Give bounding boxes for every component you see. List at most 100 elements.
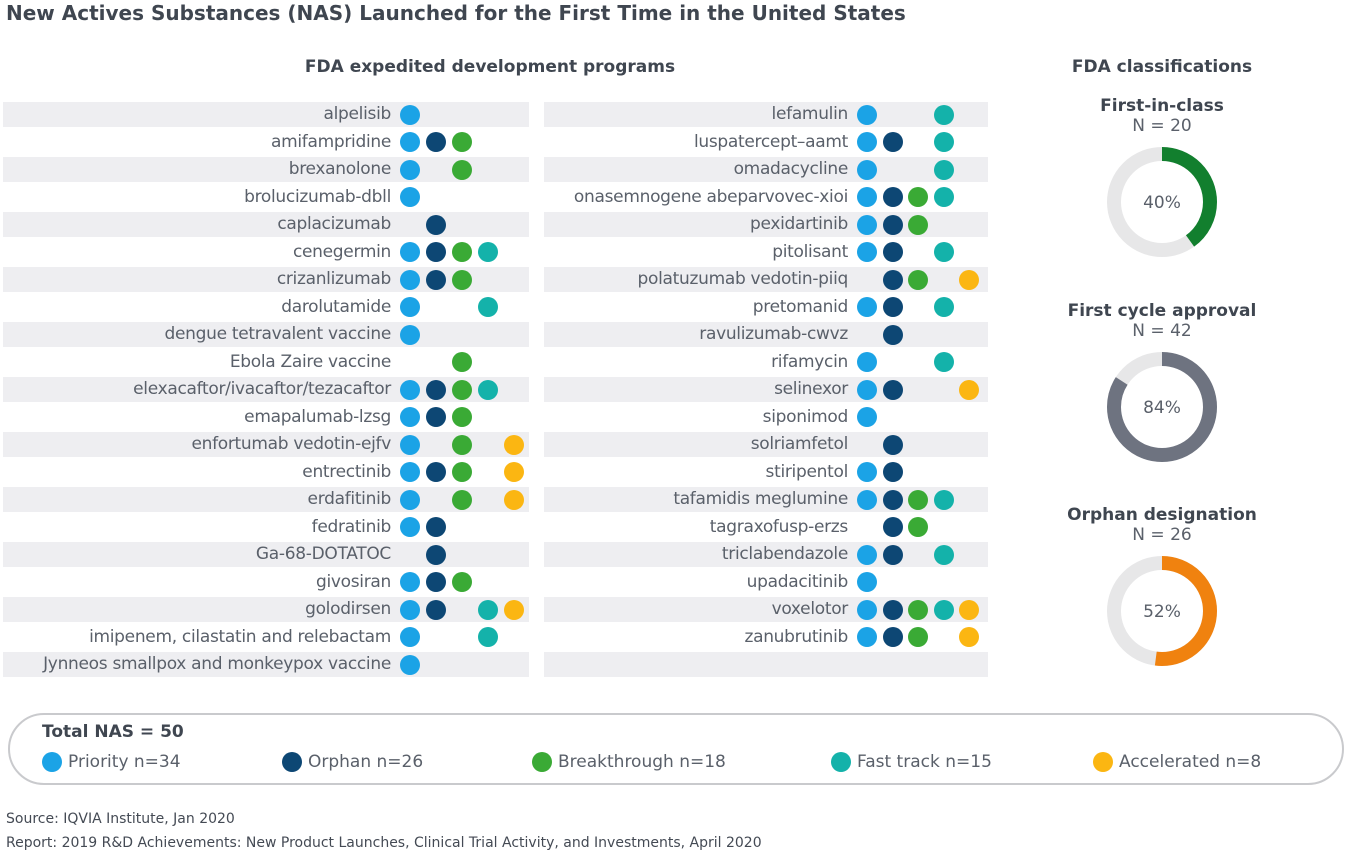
priority-dot xyxy=(857,159,877,180)
table-row: pretomanid xyxy=(544,294,988,322)
table-row: siponimod xyxy=(544,404,988,432)
drug-name: caplacizumab xyxy=(277,214,391,234)
table-row: imipenem, cilastatin and relebactam xyxy=(3,624,529,652)
drug-name: golodirsen xyxy=(305,599,391,619)
accelerated-dot xyxy=(959,599,979,620)
priority-dot xyxy=(400,599,420,620)
priority-dot xyxy=(400,132,420,152)
fasttrack-dot xyxy=(933,599,954,620)
fasttrack-dot xyxy=(933,297,954,317)
fasttrack-dot xyxy=(478,379,498,400)
drug-name: ravulizumab-cwvz xyxy=(699,324,848,344)
drug-name: tafamidis meglumine xyxy=(673,489,848,509)
breakthrough-dot xyxy=(452,572,472,592)
table-row: crizanlizumab xyxy=(3,266,529,294)
table-row: givosiran xyxy=(3,569,529,597)
orphan-dot xyxy=(882,187,903,207)
table-row: solriamfetol xyxy=(544,431,988,459)
orphan-dot xyxy=(426,517,446,537)
drug-name: crizanlizumab xyxy=(276,269,391,289)
fasttrack-dot xyxy=(933,132,954,152)
drug-name: brolucizumab-dbll xyxy=(244,186,391,207)
fasttrack-dot xyxy=(478,627,498,647)
orphan-dot xyxy=(426,242,446,262)
legend-label: Fast track n=15 xyxy=(857,752,992,772)
orphan-dot xyxy=(426,132,446,152)
priority-dot xyxy=(400,297,420,317)
drug-name: lefamulin xyxy=(771,104,849,124)
orphan-dot xyxy=(882,462,903,482)
classification-orphan-designation: Orphan designation N = 26 52% xyxy=(1062,505,1262,671)
fasttrack-dot xyxy=(933,352,954,372)
priority-dot xyxy=(857,627,877,647)
priority-dot xyxy=(400,269,420,290)
programs-title: FDA expedited development programs xyxy=(304,57,676,77)
table-row: darolutamide xyxy=(3,294,529,322)
orphan-dot xyxy=(882,544,903,565)
orphan-dot xyxy=(882,627,903,647)
classification-title: Orphan designation xyxy=(1067,505,1257,525)
breakthrough-dot xyxy=(452,159,472,180)
drug-name: pretomanid xyxy=(752,296,849,317)
drug-name: Ga-68-DOTATOC xyxy=(255,544,391,564)
orphan-dot xyxy=(426,462,446,482)
table-row: ravulizumab-cwvz xyxy=(544,321,988,349)
legend-label: Orphan n=26 xyxy=(308,752,424,772)
source-note: Source: IQVIA Institute, Jan 2020 xyxy=(6,811,235,827)
orphan-dot xyxy=(882,242,903,262)
orphan-dot xyxy=(426,572,446,592)
classification-first-in-class: First-in-class N = 20 40% xyxy=(1062,96,1262,262)
table-row: omadacycline xyxy=(544,156,988,184)
table-row: cenegermin xyxy=(3,239,529,267)
accelerated-dot xyxy=(959,269,979,290)
fasttrack-dot xyxy=(933,187,954,207)
drug-name: Ebola Zaire vaccine xyxy=(229,351,391,372)
report-note: Report: 2019 R&D Achievements: New Produ… xyxy=(6,835,762,851)
priority-dot xyxy=(857,462,877,482)
priority-dot xyxy=(400,324,420,345)
orphan-dot xyxy=(882,489,903,510)
table-row: pitolisant xyxy=(544,239,988,267)
fasttrack-dot xyxy=(478,599,498,620)
drug-name: siponimod xyxy=(762,406,849,427)
orphan-dot xyxy=(426,269,446,290)
breakthrough-dot xyxy=(908,214,928,235)
legend-label: Accelerated n=8 xyxy=(1119,752,1262,772)
drug-name: darolutamide xyxy=(281,296,391,317)
donut-percent-label: 52% xyxy=(1143,602,1181,622)
fasttrack-dot xyxy=(478,297,498,317)
orphan-dot xyxy=(882,297,903,317)
accelerated-dot xyxy=(959,627,979,647)
priority-dot xyxy=(400,489,420,510)
table-row xyxy=(544,651,988,679)
drug-name: elexacaftor/ivacaftor/tezacaftor xyxy=(133,379,391,399)
breakthrough-dot xyxy=(908,269,928,290)
table-row: caplacizumab xyxy=(3,211,529,239)
table-row: voxelotor xyxy=(544,596,988,624)
accelerated-dot xyxy=(504,599,524,620)
drug-name: amifampridine xyxy=(270,131,391,152)
table-row: selinexor xyxy=(544,376,988,404)
priority-dot xyxy=(857,599,877,620)
drug-name: omadacycline xyxy=(733,159,849,179)
table-row: polatuzumab vedotin-piiq xyxy=(544,266,988,294)
fasttrack-dot xyxy=(933,242,954,262)
table-row: rifamycin xyxy=(544,349,988,377)
fasttrack-dot xyxy=(933,489,954,510)
table-row: alpelisib xyxy=(3,101,529,129)
fast-track-dot-icon xyxy=(831,752,851,772)
drug-name: emapalumab-lzsg xyxy=(244,406,391,427)
drug-name: alpelisib xyxy=(323,104,391,124)
page-title: New Actives Substances (NAS) Launched fo… xyxy=(6,1,906,25)
donut-percent-label: 84% xyxy=(1143,398,1181,418)
programs-table-right: lefamulin luspatercept–aamt omadacycline on… xyxy=(544,101,988,679)
drug-name: dengue tetravalent vaccine xyxy=(164,324,392,344)
donut-value-arc xyxy=(1107,352,1217,462)
drug-name: polatuzumab vedotin-piiq xyxy=(637,269,849,289)
table-row: onasemnogene abeparvovec-xioi xyxy=(544,184,988,212)
classification-title: First cycle approval xyxy=(1067,301,1257,321)
priority-dot xyxy=(400,242,420,262)
breakthrough-dot xyxy=(908,627,928,647)
classifications-title: FDA classifications xyxy=(1071,57,1253,77)
table-row: brexanolone xyxy=(3,156,529,184)
